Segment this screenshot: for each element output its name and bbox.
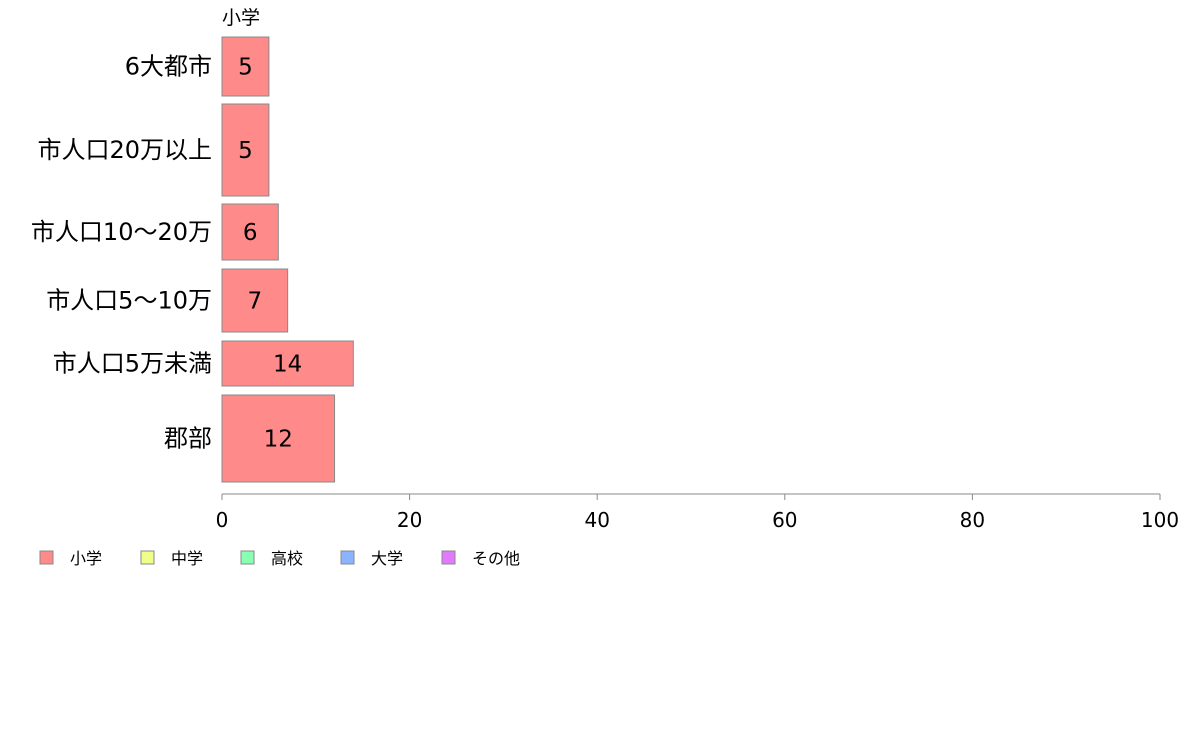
legend-swatch	[441, 550, 456, 565]
bar-segment	[221, 36, 270, 97]
category-label: 6大都市	[125, 53, 212, 81]
bar-value-label: 7	[248, 289, 263, 315]
x-tick-label: 100	[1141, 508, 1179, 532]
x-tick-label: 60	[772, 508, 797, 532]
category-label: 市人口5万未満	[53, 350, 212, 378]
bar-value-label: 5	[238, 138, 253, 164]
legend-swatch	[240, 550, 255, 565]
legend-label: 中学	[171, 549, 203, 568]
legend-swatch	[39, 550, 54, 565]
series-column-header: 小学	[222, 7, 260, 29]
x-tick-label: 80	[960, 508, 985, 532]
legend-label: その他	[472, 549, 520, 568]
legend: 小学 中学 高校 大学 その他	[39, 549, 520, 568]
bar-value-label: 5	[238, 55, 253, 81]
x-axis: 0 20 40 60 80 100	[216, 493, 1179, 532]
bar-segment	[221, 340, 354, 387]
legend-label: 小学	[70, 549, 102, 568]
bar-segment	[221, 268, 289, 333]
legend-swatch	[340, 550, 355, 565]
x-tick-label: 20	[397, 508, 422, 532]
bar-segment	[221, 394, 336, 483]
bar-value-label: 14	[273, 352, 302, 378]
bar-value-labels: 5 5 6 7 14 12	[238, 55, 302, 453]
bar-value-label: 12	[264, 427, 293, 453]
legend-label: 高校	[271, 549, 303, 568]
bar-value-label: 6	[243, 220, 258, 246]
bars	[221, 36, 354, 483]
category-label: 市人口10〜20万	[31, 218, 212, 246]
legend-label: 大学	[371, 549, 403, 568]
category-label: 市人口20万以上	[37, 136, 212, 164]
x-tick-label: 40	[584, 508, 609, 532]
category-label: 市人口5〜10万	[46, 287, 212, 315]
x-tick-label: 0	[216, 508, 229, 532]
category-label: 郡部	[164, 425, 212, 453]
legend-swatch	[140, 550, 155, 565]
bar-segment	[221, 103, 270, 197]
bar-segment	[221, 203, 279, 261]
